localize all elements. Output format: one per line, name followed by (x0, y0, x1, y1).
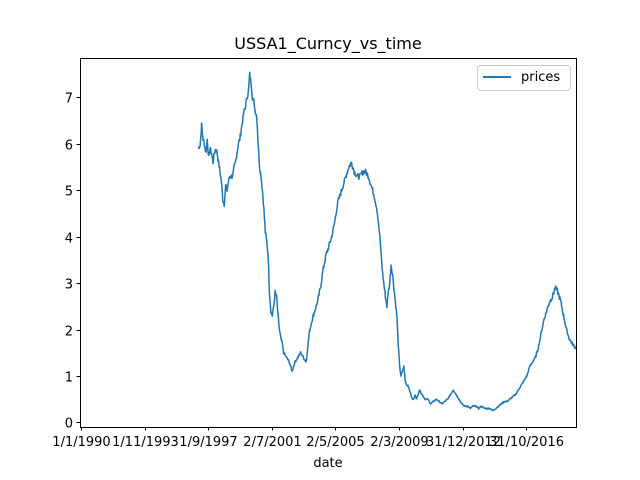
y-tick-label: 3 (65, 278, 73, 293)
y-tick-label: 7 (65, 92, 73, 107)
x-tick-label: 31/12/2012 (426, 435, 501, 450)
x-tick-label: 1/9/1997 (179, 435, 237, 450)
y-tick-label: 1 (65, 371, 73, 386)
y-tick-label: 2 (65, 325, 73, 340)
y-tick-label: 6 (65, 139, 73, 154)
x-axis-label: date (313, 456, 342, 471)
x-tick-label: 1/1/1990 (52, 435, 110, 450)
legend-box (477, 65, 571, 91)
x-tick-label: 1/11/1993 (112, 435, 179, 450)
series-line-prices (197, 71, 576, 412)
x-tick-label: 2/3/2009 (370, 435, 428, 450)
y-axis: 0 1 2 3 4 5 6 7 (65, 92, 80, 432)
y-tick-label: 4 (65, 232, 73, 247)
y-tick-label: 5 (65, 185, 73, 200)
chart-title: USSA1_Curncy_vs_time (234, 34, 421, 54)
x-axis: 1/1/1990 1/11/1993 1/9/1997 2/7/2001 2/5/200… (52, 427, 564, 450)
x-tick-label: 31/10/2016 (489, 435, 564, 450)
y-tick-label: 0 (65, 417, 73, 432)
legend-label-prices: prices (521, 70, 560, 85)
x-tick-label: 2/7/2001 (243, 435, 301, 450)
plot-frame (80, 58, 577, 428)
series-layer (197, 71, 576, 412)
legend: prices (477, 65, 571, 91)
x-tick-label: 2/5/2005 (306, 435, 364, 450)
plot-area (80, 58, 577, 428)
